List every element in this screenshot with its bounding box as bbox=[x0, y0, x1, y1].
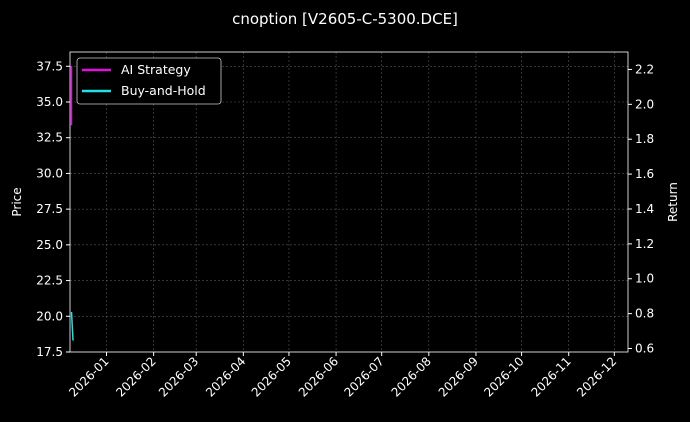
legend-label: AI Strategy bbox=[121, 62, 191, 77]
y2-tick-label: 1.0 bbox=[635, 272, 654, 286]
x-tick-label: 2026-02 bbox=[113, 354, 158, 399]
y-tick-label: 30.0 bbox=[36, 166, 63, 180]
x-tick-label: 2026-11 bbox=[528, 354, 573, 399]
y2-tick-label: 0.6 bbox=[635, 342, 654, 356]
plot-frame bbox=[69, 51, 629, 353]
y-tick-label: 17.5 bbox=[36, 345, 63, 359]
x-tick-label: 2026-08 bbox=[389, 354, 434, 399]
x-tick-label: 2026-05 bbox=[249, 354, 294, 399]
y-tick-label: 27.5 bbox=[36, 202, 63, 216]
y2-tick-label: 1.2 bbox=[635, 237, 654, 251]
x-tick-label: 2026-12 bbox=[574, 354, 619, 399]
y-tick-label: 35.0 bbox=[36, 95, 63, 109]
legend-label: Buy-and-Hold bbox=[121, 83, 206, 98]
y2-tick-label: 1.4 bbox=[635, 202, 654, 216]
y-tick-label: 37.5 bbox=[36, 59, 63, 73]
chart-title: cnoption [V2605-C-5300.DCE] bbox=[232, 10, 458, 28]
x-tick-label: 2026-01 bbox=[66, 354, 111, 399]
y-tick-label: 20.0 bbox=[36, 309, 63, 323]
x-tick-label: 2026-03 bbox=[156, 354, 201, 399]
series-line-buy-and-hold bbox=[70, 311, 74, 341]
y-tick-label: 32.5 bbox=[36, 131, 63, 145]
y2-tick-label: 1.6 bbox=[635, 167, 654, 181]
y2-axis-label: Return bbox=[666, 182, 680, 222]
y2-tick-label: 1.8 bbox=[635, 132, 654, 146]
y2-tick-label: 0.8 bbox=[635, 307, 654, 321]
x-tick-label: 2026-04 bbox=[203, 354, 248, 399]
y-tick-label: 22.5 bbox=[36, 274, 63, 288]
x-tick-label: 2026-10 bbox=[481, 354, 526, 399]
y2-tick-label: 2.0 bbox=[635, 97, 654, 111]
legend bbox=[76, 57, 222, 105]
y-tick-label: 25.0 bbox=[36, 238, 63, 252]
x-tick-label: 2026-06 bbox=[296, 354, 341, 399]
y2-tick-label: 2.2 bbox=[635, 62, 654, 76]
x-tick-label: 2026-07 bbox=[341, 354, 386, 399]
y-axis-label: Price bbox=[10, 187, 24, 216]
x-tick-label: 2026-09 bbox=[436, 354, 481, 399]
